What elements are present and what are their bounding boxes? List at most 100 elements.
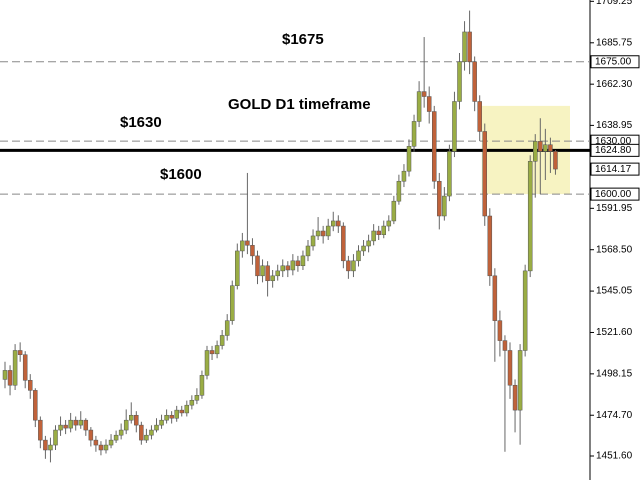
annotation: $1630 xyxy=(120,114,162,131)
candle-body xyxy=(391,200,397,222)
candle-body xyxy=(224,320,230,336)
candle-body xyxy=(507,350,513,386)
current-price-box xyxy=(590,162,640,176)
candle-body xyxy=(351,260,356,272)
candle-body xyxy=(204,350,210,376)
y-tick-label: 1521.60 xyxy=(596,327,633,338)
candle-body xyxy=(487,215,493,277)
candle-body xyxy=(33,390,38,421)
candle-body xyxy=(336,220,341,227)
candle-body xyxy=(396,180,402,202)
candle-body xyxy=(467,31,472,63)
y-tick-label: 1709.25 xyxy=(596,0,633,7)
level-label-box xyxy=(590,187,640,201)
candle-body xyxy=(149,429,154,436)
candle-body xyxy=(78,419,83,426)
y-tick-label: 1591.95 xyxy=(596,203,633,214)
candle-body xyxy=(250,245,255,257)
candle-body xyxy=(265,265,270,282)
candle-body xyxy=(361,245,366,252)
y-tick-label: 1685.75 xyxy=(596,37,633,48)
candle-body xyxy=(118,429,124,436)
candle-body xyxy=(280,265,285,272)
candle-body xyxy=(169,414,174,419)
candle-body xyxy=(144,434,149,441)
candle-body xyxy=(38,419,43,441)
candle-body xyxy=(73,419,78,426)
y-tick-label: 1498.15 xyxy=(596,368,633,379)
annotation: $1600 xyxy=(160,166,202,183)
candle-body xyxy=(310,235,316,247)
candle-body xyxy=(17,350,23,355)
current-price-label: 1614.17 xyxy=(595,164,632,175)
candle-body xyxy=(98,444,104,451)
candle-body xyxy=(83,419,89,431)
candle-body xyxy=(179,409,184,414)
candle-body xyxy=(103,444,109,451)
candle-body xyxy=(235,250,240,286)
candle-body xyxy=(285,265,291,271)
candle-body xyxy=(134,414,139,426)
candle-body xyxy=(482,131,487,217)
candle-body xyxy=(346,260,351,272)
candle-body xyxy=(437,180,442,217)
candle-body xyxy=(305,245,311,257)
candle-body xyxy=(63,424,68,429)
candle-body xyxy=(462,31,467,63)
candle-body xyxy=(543,144,548,152)
candle-body xyxy=(219,335,225,346)
candle-body xyxy=(260,265,265,277)
candle-body xyxy=(366,240,371,247)
candle-body xyxy=(189,399,195,406)
candle-body xyxy=(230,285,235,321)
y-tick-label: 1474.70 xyxy=(596,410,633,421)
candle-body xyxy=(426,96,432,112)
level-label: 1600.00 xyxy=(595,189,632,200)
candle-body xyxy=(12,350,18,386)
candle-body xyxy=(184,404,190,414)
candle-body xyxy=(53,429,58,446)
candle-body xyxy=(442,195,447,217)
candle-body xyxy=(432,111,437,182)
candle-body xyxy=(411,121,417,147)
candle-body xyxy=(2,370,8,380)
candle-body xyxy=(88,429,94,441)
candle-body xyxy=(93,439,99,446)
candle-body xyxy=(255,255,260,277)
annotation: GOLD D1 timeframe xyxy=(228,96,371,113)
candle-body xyxy=(356,250,361,262)
y-tick-label: 1568.50 xyxy=(596,244,633,255)
candle-body xyxy=(421,91,427,97)
candle-body xyxy=(43,439,48,451)
y-tick-label: 1451.60 xyxy=(596,451,633,462)
candle-body xyxy=(214,345,220,355)
candle-body xyxy=(386,220,392,227)
level-label: 1675.00 xyxy=(595,56,632,67)
candle-body xyxy=(492,275,498,321)
candle-body xyxy=(108,439,114,446)
candle-body xyxy=(209,350,215,355)
level-label: 1624.80 xyxy=(595,145,632,156)
candle-body xyxy=(452,101,457,152)
candle-body xyxy=(159,419,164,426)
candle-body xyxy=(270,275,275,282)
candle-body xyxy=(22,354,28,381)
candle-body xyxy=(371,230,376,242)
candle-body xyxy=(447,151,452,197)
candle-body xyxy=(376,230,381,235)
level-label: 1630.00 xyxy=(595,136,632,147)
candle-body xyxy=(401,170,407,182)
candle-body xyxy=(113,434,119,441)
candle-body xyxy=(320,230,326,237)
y-tick-label: 1662.30 xyxy=(596,79,633,90)
level-label-box xyxy=(590,143,640,157)
candle-body xyxy=(245,240,250,246)
candle-body xyxy=(123,419,129,431)
candle-body xyxy=(548,144,553,152)
candle-body xyxy=(457,61,462,102)
candle-body xyxy=(68,419,73,429)
y-tick-label: 1545.05 xyxy=(596,286,633,297)
candle-body xyxy=(315,230,321,237)
candle-body xyxy=(275,270,280,277)
candle-body xyxy=(174,409,179,419)
